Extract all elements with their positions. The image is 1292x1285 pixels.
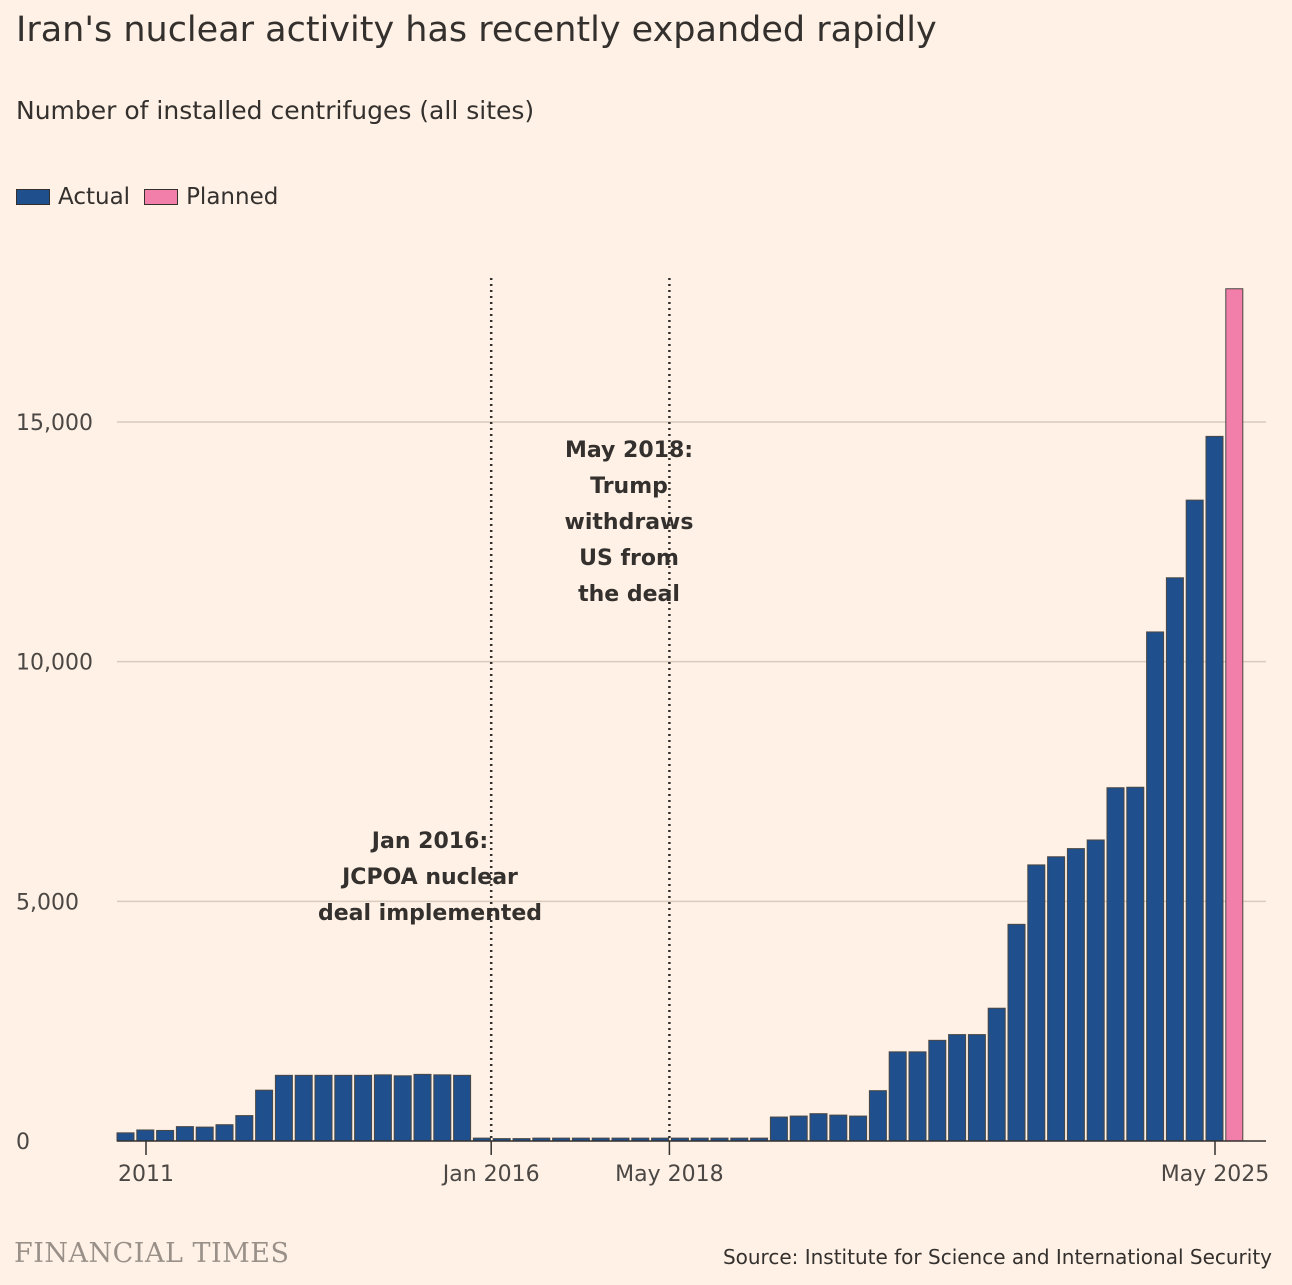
y-tick-label: 10,000: [16, 651, 93, 676]
x-tick-label: Jan 2016: [441, 1162, 540, 1187]
bar-actual: [809, 1113, 828, 1142]
y-tick-label: 15,000: [16, 411, 93, 436]
bar-actual: [1165, 577, 1184, 1142]
source-note: Source: Institute for Science and Intern…: [722, 1245, 1272, 1269]
bar-actual: [334, 1074, 353, 1142]
legend-swatch-actual: [16, 189, 50, 205]
chart-subtitle: Number of installed centrifuges (all sit…: [16, 96, 535, 125]
y-tick-label: 0: [16, 1130, 30, 1155]
bar-actual: [156, 1129, 175, 1142]
bar-actual: [1007, 923, 1026, 1142]
annotation-label: US from: [579, 546, 679, 571]
bar-actual: [967, 1034, 986, 1142]
bar-actual: [868, 1090, 887, 1142]
bar-actual: [769, 1116, 788, 1142]
bar-actual: [215, 1124, 234, 1142]
bar-actual: [928, 1039, 947, 1142]
bar-actual: [314, 1074, 333, 1142]
bar-actual: [175, 1126, 194, 1142]
bar-actual: [1126, 786, 1145, 1142]
x-tick-label: May 2018: [615, 1162, 723, 1187]
bar-actual: [849, 1115, 868, 1142]
bar-actual: [948, 1034, 967, 1142]
bar-actual: [195, 1126, 214, 1142]
bar-chart: 0 5,000 10,000 15,000 2011 Jan 2016 May 2018 Ma…: [16, 278, 1269, 1187]
annotation-label: withdraws: [565, 510, 694, 535]
bar-actual: [1027, 864, 1046, 1142]
bar-actual: [987, 1007, 1006, 1142]
bar-actual: [888, 1051, 907, 1142]
bar-actual: [393, 1075, 412, 1142]
bar-actual: [1066, 848, 1085, 1142]
bar-actual: [1086, 839, 1105, 1142]
x-tick-label: May 2025: [1161, 1162, 1269, 1187]
annotation-label: JCPOA nuclear: [340, 865, 518, 890]
bar-actual: [908, 1051, 927, 1142]
bar-planned: [1225, 288, 1244, 1142]
bar-actual: [294, 1074, 313, 1142]
bar-actual: [453, 1074, 472, 1142]
bar-actual: [1205, 435, 1224, 1142]
bar-actual: [829, 1114, 848, 1142]
bar-actual: [136, 1129, 155, 1142]
bar-actual: [235, 1115, 254, 1142]
annotation-label: Trump: [590, 474, 668, 499]
bar-actual: [255, 1089, 274, 1142]
brand-logo: FINANCIAL TIMES: [14, 1238, 290, 1269]
legend: Actual Planned: [16, 184, 292, 210]
x-tick-label: 2011: [118, 1162, 174, 1187]
bar-actual: [1185, 499, 1204, 1142]
bar-actual: [1146, 631, 1165, 1142]
legend-label-actual: Actual: [58, 184, 131, 210]
bar-actual: [116, 1132, 135, 1142]
bar-actual: [1047, 856, 1066, 1142]
legend-item-planned: Planned: [144, 184, 278, 210]
annotation-label: Jan 2016:: [370, 829, 488, 854]
bar-actual: [413, 1073, 432, 1142]
bar-actual: [1106, 787, 1125, 1142]
annotation-label: deal implemented: [318, 901, 542, 926]
bar-actual: [354, 1074, 373, 1142]
bar-actual: [433, 1074, 452, 1142]
bar-actual: [274, 1074, 293, 1142]
legend-item-actual: Actual: [16, 184, 130, 210]
annotation-label: the deal: [578, 582, 680, 607]
bar-actual: [373, 1074, 392, 1142]
chart-title: Iran's nuclear activity has recently exp…: [16, 10, 937, 50]
bar-actual: [789, 1115, 808, 1142]
legend-swatch-planned: [144, 189, 179, 205]
legend-label-planned: Planned: [186, 184, 279, 210]
y-tick-label: 5,000: [16, 890, 79, 915]
annotation-label: May 2018:: [565, 438, 693, 463]
